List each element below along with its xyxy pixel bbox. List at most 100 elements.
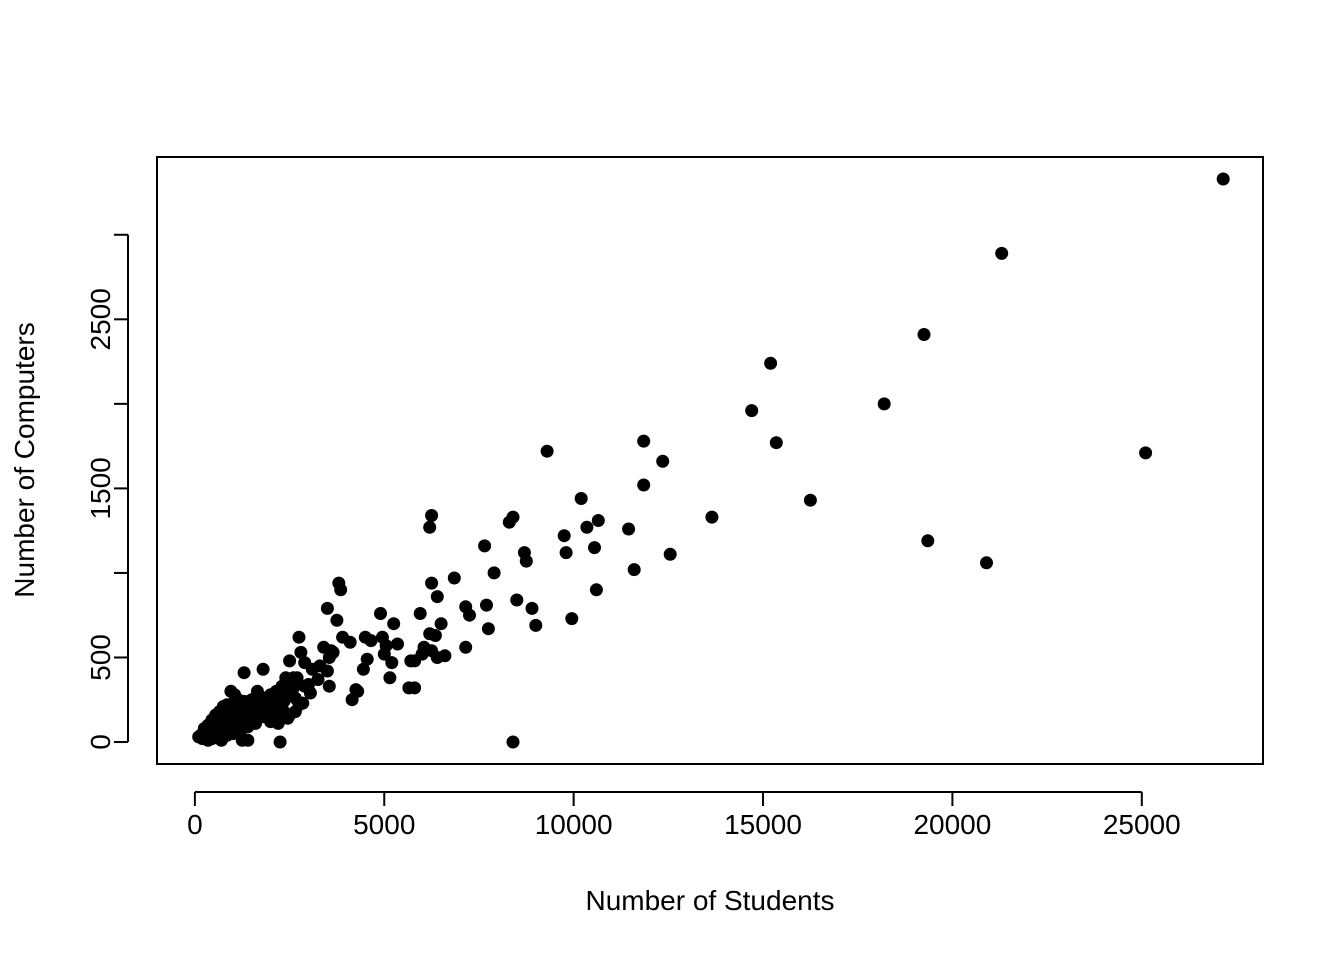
- data-point: [262, 700, 276, 713]
- data-point: [656, 454, 670, 468]
- data-point: [334, 583, 348, 597]
- data-point: [294, 645, 308, 659]
- data-point: [591, 514, 605, 527]
- data-point: [423, 520, 437, 534]
- data-point: [637, 434, 651, 448]
- data-point: [663, 547, 677, 561]
- data-point: [506, 735, 520, 749]
- data-point: [438, 649, 452, 663]
- data-point: [588, 541, 601, 555]
- x-tick-label: 10000: [535, 809, 613, 840]
- data-point: [425, 509, 439, 522]
- data-point: [273, 735, 287, 749]
- data-point: [995, 246, 1009, 260]
- data-point: [980, 556, 993, 570]
- data-point: [510, 593, 524, 607]
- data-point: [529, 618, 543, 632]
- data-point: [574, 492, 588, 505]
- data-point: [271, 716, 285, 730]
- data-point: [305, 662, 319, 676]
- data-point: [559, 546, 573, 560]
- data-point: [320, 664, 334, 678]
- y-tick-label: 1500: [85, 457, 116, 519]
- data-point: [230, 720, 243, 734]
- data-point: [256, 662, 270, 676]
- data-point: [803, 493, 817, 507]
- data-point: [745, 404, 759, 418]
- x-tick-label: 5000: [353, 809, 415, 840]
- data-point: [345, 693, 359, 707]
- x-tick-label: 20000: [913, 809, 991, 840]
- x-axis: 0 5000 10000 15000 20000 25000: [187, 791, 1181, 840]
- data-point: [275, 688, 289, 702]
- data-point: [1139, 446, 1153, 460]
- data-point: [387, 617, 401, 631]
- data-point: [637, 478, 651, 492]
- data-point: [589, 583, 603, 597]
- data-point: [487, 566, 501, 580]
- data-point: [391, 637, 404, 651]
- data-point: [326, 645, 340, 659]
- data-point: [921, 534, 935, 548]
- data-point: [231, 693, 245, 707]
- data-point: [218, 708, 232, 722]
- data-point: [413, 607, 427, 620]
- data-point: [356, 662, 370, 676]
- data-point: [478, 539, 492, 553]
- data-point: [292, 630, 306, 644]
- y-axis-label: Number of Computers: [9, 322, 40, 597]
- data-point: [322, 679, 336, 693]
- data-point: [580, 520, 594, 534]
- data-point: [764, 356, 778, 370]
- x-tick-label: 15000: [724, 809, 802, 840]
- data-point: [364, 634, 378, 648]
- x-tick-label: 25000: [1103, 809, 1181, 840]
- data-point: [565, 612, 579, 626]
- data-point: [425, 576, 439, 590]
- data-point: [459, 640, 473, 654]
- data-point: [207, 716, 221, 730]
- data-point: [320, 601, 334, 615]
- data-point: [627, 563, 641, 577]
- data-point: [1216, 172, 1230, 186]
- data-point: [434, 617, 448, 631]
- data-point: [290, 671, 304, 685]
- data-point: [408, 654, 422, 668]
- data-point: [237, 666, 251, 680]
- data-point: [540, 444, 554, 458]
- y-tick-label: 2500: [85, 288, 116, 350]
- data-point: [360, 652, 374, 666]
- data-point: [430, 590, 444, 604]
- data-point: [463, 608, 476, 622]
- data-point: [917, 328, 931, 341]
- data-point: [557, 529, 571, 543]
- y-axis: 0 500 1500 2500: [85, 233, 129, 750]
- x-tick-label: 0: [187, 809, 203, 840]
- data-point: [241, 733, 255, 747]
- data-point: [383, 671, 397, 685]
- data-point: [250, 703, 264, 717]
- data-point: [481, 622, 495, 636]
- y-tick-label: 500: [85, 634, 116, 681]
- data-point: [330, 613, 344, 627]
- data-point: [385, 656, 399, 670]
- data-points: [192, 172, 1230, 749]
- y-tick-label: 0: [85, 734, 116, 750]
- data-point: [303, 686, 317, 700]
- data-point: [288, 705, 302, 719]
- data-point: [408, 681, 422, 695]
- data-point: [705, 510, 719, 524]
- data-point: [286, 681, 300, 695]
- data-point: [374, 607, 387, 620]
- data-point: [622, 522, 636, 536]
- data-point: [428, 629, 442, 642]
- data-point: [343, 635, 357, 649]
- data-point: [296, 696, 310, 710]
- data-point: [519, 554, 533, 568]
- data-point: [447, 571, 461, 585]
- data-point: [877, 397, 891, 411]
- plot-frame: [156, 156, 1264, 765]
- data-point: [211, 727, 225, 741]
- data-point: [769, 436, 783, 450]
